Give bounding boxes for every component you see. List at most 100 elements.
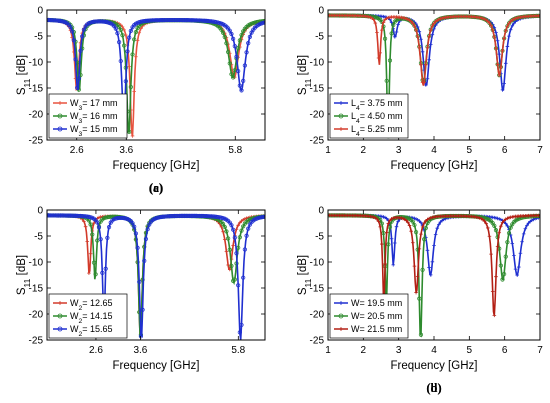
data-point — [139, 26, 143, 31]
x-tick-label: 5 — [467, 145, 473, 156]
data-point — [236, 68, 241, 74]
data-point — [394, 30, 399, 34]
data-point — [479, 16, 484, 20]
data-point — [497, 73, 502, 77]
y-tick-label: -25 — [310, 136, 325, 147]
data-point — [497, 230, 502, 235]
legend-label: W2= 14.15 — [70, 311, 113, 325]
data-point — [70, 29, 75, 34]
data-point — [500, 220, 505, 225]
legend: W= 19.5 mm W= 20.5 mm W= 21.5 mm — [329, 293, 409, 339]
data-point — [415, 25, 420, 29]
data-point — [366, 14, 371, 19]
data-point — [118, 58, 123, 64]
data-point — [510, 24, 515, 28]
legend-marker — [339, 327, 343, 331]
x-tick-label: 4 — [431, 145, 437, 156]
data-point — [494, 216, 498, 220]
x-axis-label: Frequency [GHz] — [391, 360, 478, 372]
data-point — [128, 84, 133, 90]
data-point — [420, 225, 425, 229]
data-point — [508, 225, 513, 230]
data-point — [224, 249, 229, 254]
data-point — [239, 228, 244, 233]
data-point — [433, 232, 438, 237]
data-point — [393, 241, 397, 245]
data-point — [386, 221, 391, 226]
data-point — [437, 17, 441, 22]
data-point — [425, 45, 430, 50]
data-point — [85, 239, 90, 244]
data-point — [419, 220, 423, 225]
data-point — [389, 31, 394, 36]
data-point — [130, 221, 135, 226]
data-point — [133, 231, 138, 236]
data-point — [494, 274, 498, 279]
y-tick-label: -10 — [29, 258, 44, 269]
data-point — [505, 216, 510, 221]
data-point — [430, 260, 435, 264]
data-point — [428, 216, 433, 220]
data-point — [420, 50, 425, 54]
data-point — [221, 229, 225, 234]
y-tick-label: 0 — [37, 206, 43, 217]
data-point — [412, 222, 417, 228]
data-point — [387, 225, 393, 230]
data-point — [373, 21, 378, 25]
data-point — [381, 215, 386, 219]
data-point — [122, 43, 127, 48]
data-point — [422, 221, 427, 225]
data-point — [261, 214, 265, 220]
series-markers-2 — [328, 213, 540, 318]
legend-marker — [57, 313, 63, 319]
data-point — [494, 30, 498, 35]
data-point — [219, 225, 224, 229]
y-tick-label: -15 — [29, 84, 44, 95]
data-point — [130, 52, 135, 57]
legend-label: W= 21.5 mm — [351, 324, 402, 334]
data-point — [409, 229, 413, 233]
data-point — [127, 129, 132, 135]
data-point — [376, 56, 381, 60]
data-point — [124, 33, 128, 37]
data-point — [127, 35, 132, 40]
y-tick-label: -20 — [310, 310, 325, 321]
data-point — [404, 218, 409, 223]
data-point — [384, 16, 389, 21]
legend-marker — [58, 101, 62, 105]
data-point — [513, 16, 518, 21]
legend-marker — [339, 301, 343, 305]
y-tick-label: -10 — [310, 58, 325, 69]
data-point — [500, 88, 505, 92]
legend-label: W= 19.5 mm — [351, 298, 402, 308]
data-point — [97, 215, 101, 220]
data-point — [521, 232, 526, 236]
data-point — [231, 243, 235, 248]
data-point — [375, 30, 379, 35]
x-tick-label: 1 — [325, 145, 331, 156]
data-point — [134, 54, 138, 59]
legend-label: W3= 16 mm — [70, 111, 118, 125]
x-axis-label: Frequency [GHz] — [113, 360, 200, 372]
y-tick-label: -5 — [34, 32, 43, 43]
data-point — [380, 28, 384, 32]
data-point — [239, 32, 244, 38]
legend-label: L4= 5.25 mm — [351, 124, 403, 138]
data-point — [241, 78, 246, 83]
data-point — [76, 76, 81, 81]
data-point — [523, 226, 528, 231]
data-point — [135, 245, 140, 250]
data-point — [227, 247, 232, 252]
data-point — [241, 275, 246, 280]
data-point — [371, 17, 376, 22]
data-point — [423, 225, 428, 231]
y-axis-label: S11 [dB] — [297, 55, 313, 95]
data-point — [78, 48, 83, 53]
data-point — [412, 264, 417, 268]
chart-panel-3: 0 -5 -10 -15 -20 -251 2 3 4 5 6 7 Frequency [GHz] S11… — [297, 206, 543, 396]
x-tick-label: 3.6 — [119, 145, 133, 156]
data-point — [412, 24, 417, 28]
data-point — [224, 229, 229, 234]
